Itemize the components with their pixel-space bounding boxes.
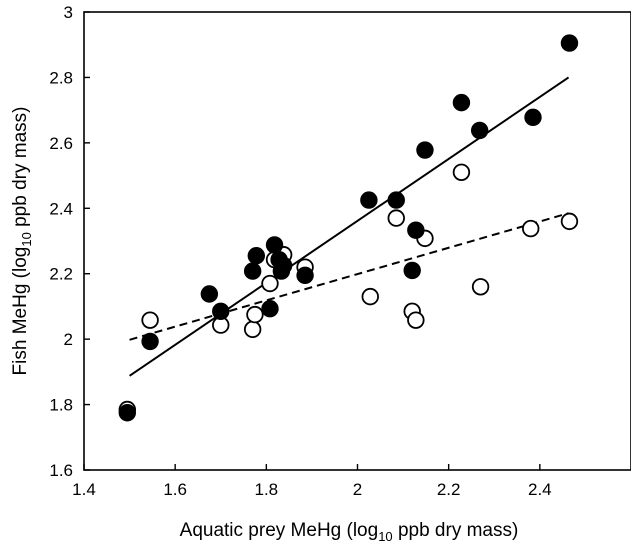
filled-data-point — [524, 108, 542, 127]
open-data-point — [141, 311, 159, 329]
filled-data-point — [452, 93, 471, 112]
filled-data-point — [247, 247, 266, 265]
dashed-trend-line — [129, 212, 569, 341]
x-axis-ticks: 1.4 1.6 1.8 2 2.2 2.4 — [72, 464, 552, 499]
open-data-point — [261, 274, 279, 293]
filled-data-point — [274, 256, 293, 275]
open-data-point — [560, 212, 579, 231]
filled-data-point — [403, 261, 421, 280]
y-tick-label: 2.2 — [49, 265, 73, 284]
x-axis-title: Aquatic prey MeHg (log10 ppb dry mass) — [180, 520, 519, 544]
open-data-point — [387, 209, 405, 227]
y-axis-title: Fish MeHg (log10 ppb dry mass) — [10, 107, 34, 376]
data-markers — [118, 34, 579, 422]
y-tick-label: 3 — [64, 3, 73, 22]
y-tick-label: 2 — [64, 330, 73, 349]
y-tick-label: 2.6 — [49, 134, 73, 153]
x-tick-label: 2.2 — [437, 480, 461, 499]
filled-data-point — [243, 262, 262, 280]
trend-lines — [129, 76, 570, 377]
y-axis-ticks: 1.6 1.8 2 2.2 2.4 2.6 2.8 3 — [49, 3, 90, 480]
x-tick-label: 1.6 — [163, 480, 187, 499]
y-tick-label: 2.4 — [49, 199, 73, 218]
x-tick-label: 2 — [353, 480, 362, 499]
open-data-point — [522, 219, 540, 238]
filled-data-point — [360, 191, 378, 209]
open-data-point — [246, 305, 264, 324]
filled-data-point — [265, 236, 284, 254]
x-tick-label: 1.8 — [255, 480, 279, 499]
solid-trend-line — [129, 76, 570, 377]
filled-data-point — [200, 285, 219, 303]
plot-frame — [83, 11, 631, 471]
filled-data-point — [470, 121, 489, 140]
open-data-point — [243, 320, 262, 339]
filled-data-point — [212, 302, 230, 321]
y-tick-label: 2.8 — [49, 68, 73, 87]
filled-data-point — [118, 404, 137, 422]
x-tick-label: 1.4 — [72, 480, 96, 499]
filled-data-point — [560, 34, 579, 52]
filled-data-point — [416, 141, 434, 159]
filled-data-point — [296, 266, 314, 285]
filled-data-point — [141, 332, 159, 351]
open-data-point — [471, 278, 490, 296]
open-data-point — [452, 163, 471, 182]
open-data-point — [407, 311, 425, 329]
filled-data-point — [387, 191, 405, 209]
filled-data-point — [261, 300, 279, 318]
filled-data-point — [407, 221, 425, 239]
y-tick-label: 1.8 — [49, 396, 73, 415]
open-data-point — [361, 287, 379, 306]
x-tick-label: 2.4 — [528, 480, 552, 499]
y-tick-label: 1.6 — [49, 461, 73, 480]
plot-area — [83, 11, 631, 471]
